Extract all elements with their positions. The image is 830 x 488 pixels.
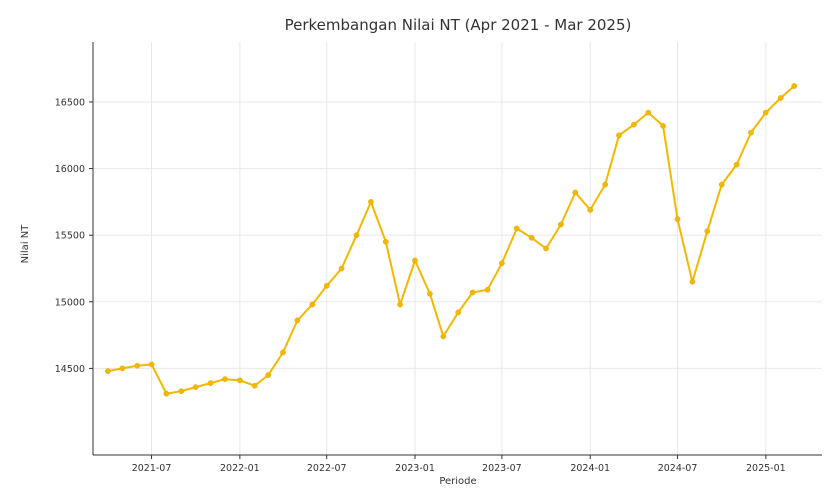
data-point [338, 265, 345, 272]
data-point [469, 289, 476, 296]
data-point [704, 228, 711, 235]
axes [89, 42, 822, 459]
y-tick-label: 15500 [55, 231, 85, 242]
data-point [718, 181, 725, 188]
data-point [192, 384, 199, 390]
x-tick-label: 2025-01 [746, 463, 786, 474]
x-tick-label: 2023-01 [395, 463, 435, 474]
data-point [748, 129, 754, 136]
x-axis-label: Periode [439, 476, 476, 487]
data-point [309, 301, 316, 308]
tick-labels: 14500 15000 15500 16000 16500 2021-07 2022-01 2… [55, 97, 786, 474]
y-axis-label: Nilai NT [20, 224, 31, 264]
x-tick-label: 2024-01 [570, 463, 610, 474]
x-tick-label: 2022-07 [307, 463, 347, 474]
data-point [427, 290, 433, 297]
series-layer [105, 83, 798, 397]
data-point [543, 245, 549, 252]
data-point [616, 132, 622, 139]
data-point [148, 361, 155, 368]
data-point [440, 333, 447, 340]
x-tick-label: 2023-07 [482, 463, 522, 474]
data-point [251, 382, 258, 389]
data-point [484, 286, 491, 293]
data-point [323, 282, 330, 289]
data-point [587, 207, 594, 213]
data-point [397, 301, 403, 308]
data-point [280, 349, 286, 356]
data-point [353, 232, 360, 239]
data-point [294, 317, 301, 324]
data-point [762, 109, 769, 116]
grid [93, 42, 822, 455]
x-tick-label: 2024-07 [658, 463, 698, 474]
data-point [513, 225, 520, 232]
data-point [572, 189, 579, 196]
data-point [602, 181, 608, 188]
series-line [107, 85, 795, 395]
data-point [163, 390, 170, 397]
data-point [777, 95, 784, 101]
data-point [455, 309, 462, 316]
data-point [265, 372, 272, 378]
data-point [791, 83, 798, 89]
data-point [631, 121, 637, 128]
data-point [382, 238, 389, 245]
y-tick-label: 15000 [55, 297, 85, 308]
y-tick-label: 14500 [55, 364, 85, 375]
data-point [134, 362, 141, 369]
data-point [368, 199, 374, 205]
x-tick-label: 2022-01 [220, 463, 260, 474]
x-tick-label: 2021-07 [132, 463, 172, 474]
data-point [105, 368, 111, 374]
data-point [689, 278, 696, 285]
data-point [528, 234, 535, 241]
data-point [178, 388, 185, 394]
data-point [499, 260, 505, 267]
data-point [412, 257, 418, 264]
data-point [733, 161, 740, 168]
data-point [222, 376, 228, 382]
y-tick-label: 16500 [55, 97, 85, 108]
data-point [119, 365, 126, 372]
data-point [558, 221, 564, 228]
y-tick-label: 16000 [55, 164, 85, 175]
chart-title: Perkembangan Nilai NT (Apr 2021 - Mar 20… [285, 16, 632, 34]
data-point [674, 216, 681, 223]
data-point [660, 123, 666, 129]
data-point [207, 380, 214, 386]
data-point [645, 109, 652, 116]
data-point [237, 377, 243, 384]
